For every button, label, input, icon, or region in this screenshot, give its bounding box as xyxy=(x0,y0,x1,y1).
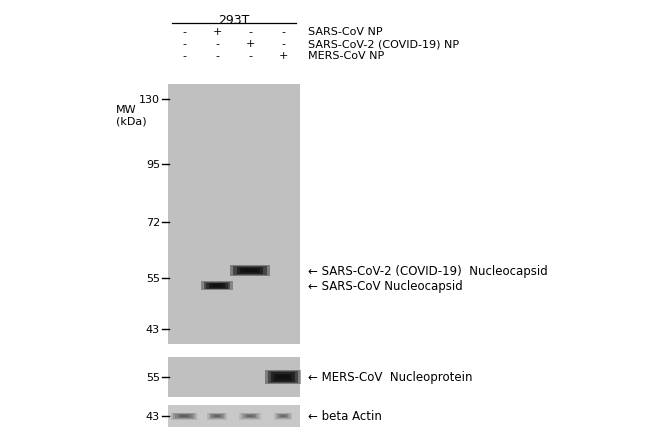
Text: 72: 72 xyxy=(146,217,160,227)
Bar xyxy=(182,415,186,417)
Bar xyxy=(278,414,287,418)
Bar xyxy=(179,415,188,417)
Bar xyxy=(173,413,195,419)
Bar xyxy=(201,281,233,290)
Bar xyxy=(209,284,225,288)
Bar xyxy=(244,414,255,418)
Bar xyxy=(280,376,286,378)
Bar xyxy=(214,415,220,417)
Bar xyxy=(177,414,190,418)
Text: -: - xyxy=(182,51,186,61)
Bar xyxy=(211,414,224,418)
Bar xyxy=(241,413,259,419)
Bar xyxy=(265,370,301,384)
Text: -: - xyxy=(281,27,285,37)
Text: ← SARS-CoV-2 (COVID-19)  Nucleocapsid: ← SARS-CoV-2 (COVID-19) Nucleocapsid xyxy=(308,264,548,277)
Text: -: - xyxy=(215,39,219,49)
Text: 130: 130 xyxy=(139,95,160,105)
Bar xyxy=(212,414,222,418)
Text: -: - xyxy=(182,39,186,49)
Bar xyxy=(233,266,266,275)
Bar xyxy=(176,414,192,418)
Bar xyxy=(280,415,286,417)
Text: 95: 95 xyxy=(146,160,160,170)
Bar xyxy=(277,414,289,418)
Bar xyxy=(206,283,228,289)
Text: 55: 55 xyxy=(146,273,160,283)
Bar xyxy=(242,414,257,418)
Bar xyxy=(230,265,270,276)
Text: -: - xyxy=(215,51,219,61)
Text: +: + xyxy=(213,27,222,37)
Bar xyxy=(239,412,261,420)
Text: 43: 43 xyxy=(146,324,160,334)
Text: -: - xyxy=(248,51,252,61)
Text: +: + xyxy=(278,51,288,61)
Bar xyxy=(168,85,300,344)
Bar xyxy=(212,284,222,287)
Bar xyxy=(168,405,300,427)
Bar xyxy=(271,372,295,382)
Bar xyxy=(171,412,197,420)
Text: -: - xyxy=(248,27,252,37)
Bar xyxy=(237,267,263,274)
Bar xyxy=(274,374,292,381)
Text: ← beta Actin: ← beta Actin xyxy=(308,409,382,423)
Text: ← MERS-CoV  Nucleoprotein: ← MERS-CoV Nucleoprotein xyxy=(308,371,473,384)
Text: MERS-CoV NP: MERS-CoV NP xyxy=(308,51,384,61)
Text: -: - xyxy=(281,39,285,49)
Bar xyxy=(281,415,285,417)
Bar xyxy=(268,371,298,383)
Text: SARS-CoV-2 (COVID-19) NP: SARS-CoV-2 (COVID-19) NP xyxy=(308,39,459,49)
Bar xyxy=(203,282,230,290)
Text: 43: 43 xyxy=(146,411,160,421)
Bar xyxy=(240,268,260,273)
Bar xyxy=(248,415,252,417)
Bar xyxy=(215,415,218,417)
Bar xyxy=(243,269,257,273)
Text: SARS-CoV NP: SARS-CoV NP xyxy=(308,27,383,37)
Bar xyxy=(209,413,226,419)
Text: +: + xyxy=(245,39,255,49)
Text: 293T: 293T xyxy=(218,14,250,27)
Text: -: - xyxy=(182,27,186,37)
Bar xyxy=(168,357,300,397)
Bar xyxy=(277,375,289,379)
Text: MW
(kDa): MW (kDa) xyxy=(116,105,147,126)
Bar xyxy=(246,415,254,417)
Bar xyxy=(207,412,227,420)
Bar xyxy=(246,270,254,272)
Bar xyxy=(276,413,291,419)
Bar xyxy=(214,285,220,287)
Text: ← SARS-CoV Nucleocapsid: ← SARS-CoV Nucleocapsid xyxy=(308,280,463,292)
Text: 55: 55 xyxy=(146,372,160,382)
Bar xyxy=(274,412,292,420)
